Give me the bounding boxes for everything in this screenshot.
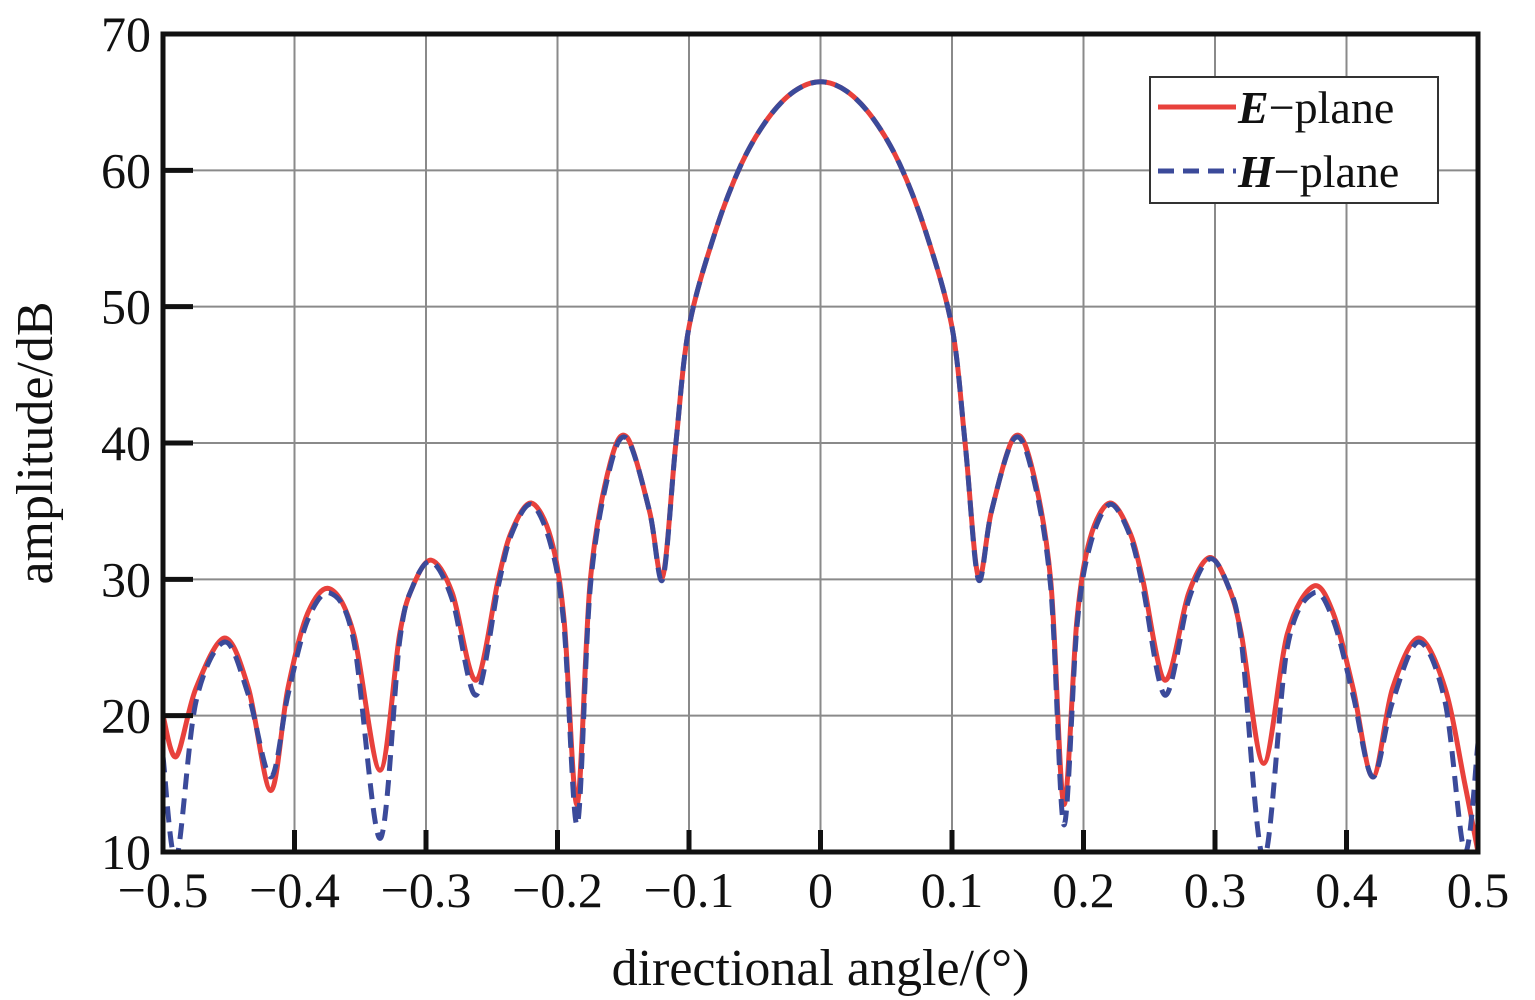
x-tick-label: 0.1 (921, 862, 984, 918)
legend-label: E−plane (1237, 82, 1394, 133)
legend-label-suffix: −plane (1274, 146, 1400, 197)
x-tick-labels: −0.5 −0.4 −0.3 −0.2 −0.1 0 0.1 0.2 0.3 0.4 0.5 (118, 862, 1510, 918)
legend-box (1149, 76, 1439, 204)
y-tick-label: 50 (101, 279, 151, 335)
y-axis-title: amplitude/dB (7, 301, 64, 584)
legend-label-symbol: H (1237, 146, 1275, 197)
x-tick-label: −0.3 (381, 862, 472, 918)
x-tick-label: 0.2 (1052, 862, 1115, 918)
x-tick-label: 0 (808, 862, 833, 918)
y-tick-label: 70 (101, 6, 151, 62)
x-tick-label: 0.4 (1315, 862, 1378, 918)
y-tick-label: 30 (101, 551, 151, 607)
y-tick-label: 60 (101, 142, 151, 198)
x-tick-label: 0.3 (1184, 862, 1247, 918)
y-tick-label: 40 (101, 415, 151, 471)
legend-label-symbol: E (1237, 82, 1269, 133)
y-tick-label: 10 (101, 824, 151, 880)
y-tick-label: 20 (101, 688, 151, 744)
legend-label-suffix: −plane (1269, 82, 1395, 133)
legend-label: H−plane (1237, 146, 1399, 197)
x-tick-label: 0.5 (1447, 862, 1510, 918)
series-layer (163, 79, 1478, 852)
x-tick-label: −0.4 (249, 862, 340, 918)
x-tick-label: −0.5 (118, 862, 209, 918)
x-tick-label: −0.2 (512, 862, 603, 918)
series-line-h-plane (163, 79, 1478, 852)
x-axis-title: directional angle/(°) (612, 940, 1030, 997)
axis-ticks (160, 31, 1481, 855)
x-tick-label: −0.1 (644, 862, 735, 918)
y-tick-labels: 10 20 30 40 50 60 70 (101, 6, 151, 880)
